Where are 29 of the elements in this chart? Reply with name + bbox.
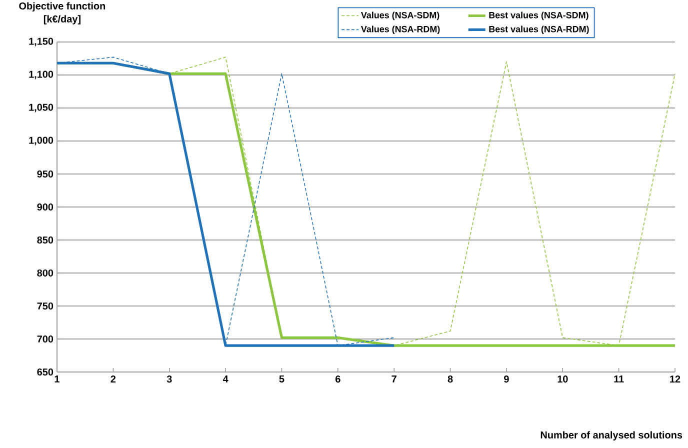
y-tick-label: 700 xyxy=(37,335,54,343)
y-tick-label: 800 xyxy=(37,269,54,277)
y-tick-label: 900 xyxy=(37,203,54,211)
x-tick-label: 1 xyxy=(54,376,60,382)
x-tick-label: 9 xyxy=(504,376,509,383)
x-axis-title: Number of analysed solutions xyxy=(540,431,682,440)
x-tick-label: 11 xyxy=(614,376,624,382)
x-tick-label: 12 xyxy=(670,376,680,382)
legend-label: Best values (NSA-SDM) xyxy=(489,12,588,20)
y-tick-label: 950 xyxy=(37,170,54,178)
y-tick-label: 750 xyxy=(37,302,54,310)
x-tick-label: 4 xyxy=(222,376,228,382)
legend-label: Values (NSA-SDM) xyxy=(361,12,440,20)
y-tick-label: 1,050 xyxy=(29,104,54,112)
x-tick-label: 8 xyxy=(448,376,453,383)
y-tick-label: 1,000 xyxy=(29,136,54,146)
x-tick-label: 7 xyxy=(392,376,396,382)
x-tick-label: 10 xyxy=(558,376,568,383)
x-tick-label: 5 xyxy=(279,376,284,382)
legend-label: Values (NSA-RDM) xyxy=(361,26,440,34)
x-tick-label: 3 xyxy=(166,376,172,383)
x-tick-label: 2 xyxy=(110,376,116,382)
y-tick-label: 650 xyxy=(37,368,54,376)
legend-label: Best values (NSA-RDM) xyxy=(489,26,589,34)
y-tick-label: 850 xyxy=(37,236,54,244)
y-axis-title: Objective function [k€/day] xyxy=(19,2,106,24)
y-tick-label: 1,100 xyxy=(29,70,54,80)
x-tick-label: 6 xyxy=(336,376,340,383)
y-tick-label: 1,150 xyxy=(29,38,54,46)
